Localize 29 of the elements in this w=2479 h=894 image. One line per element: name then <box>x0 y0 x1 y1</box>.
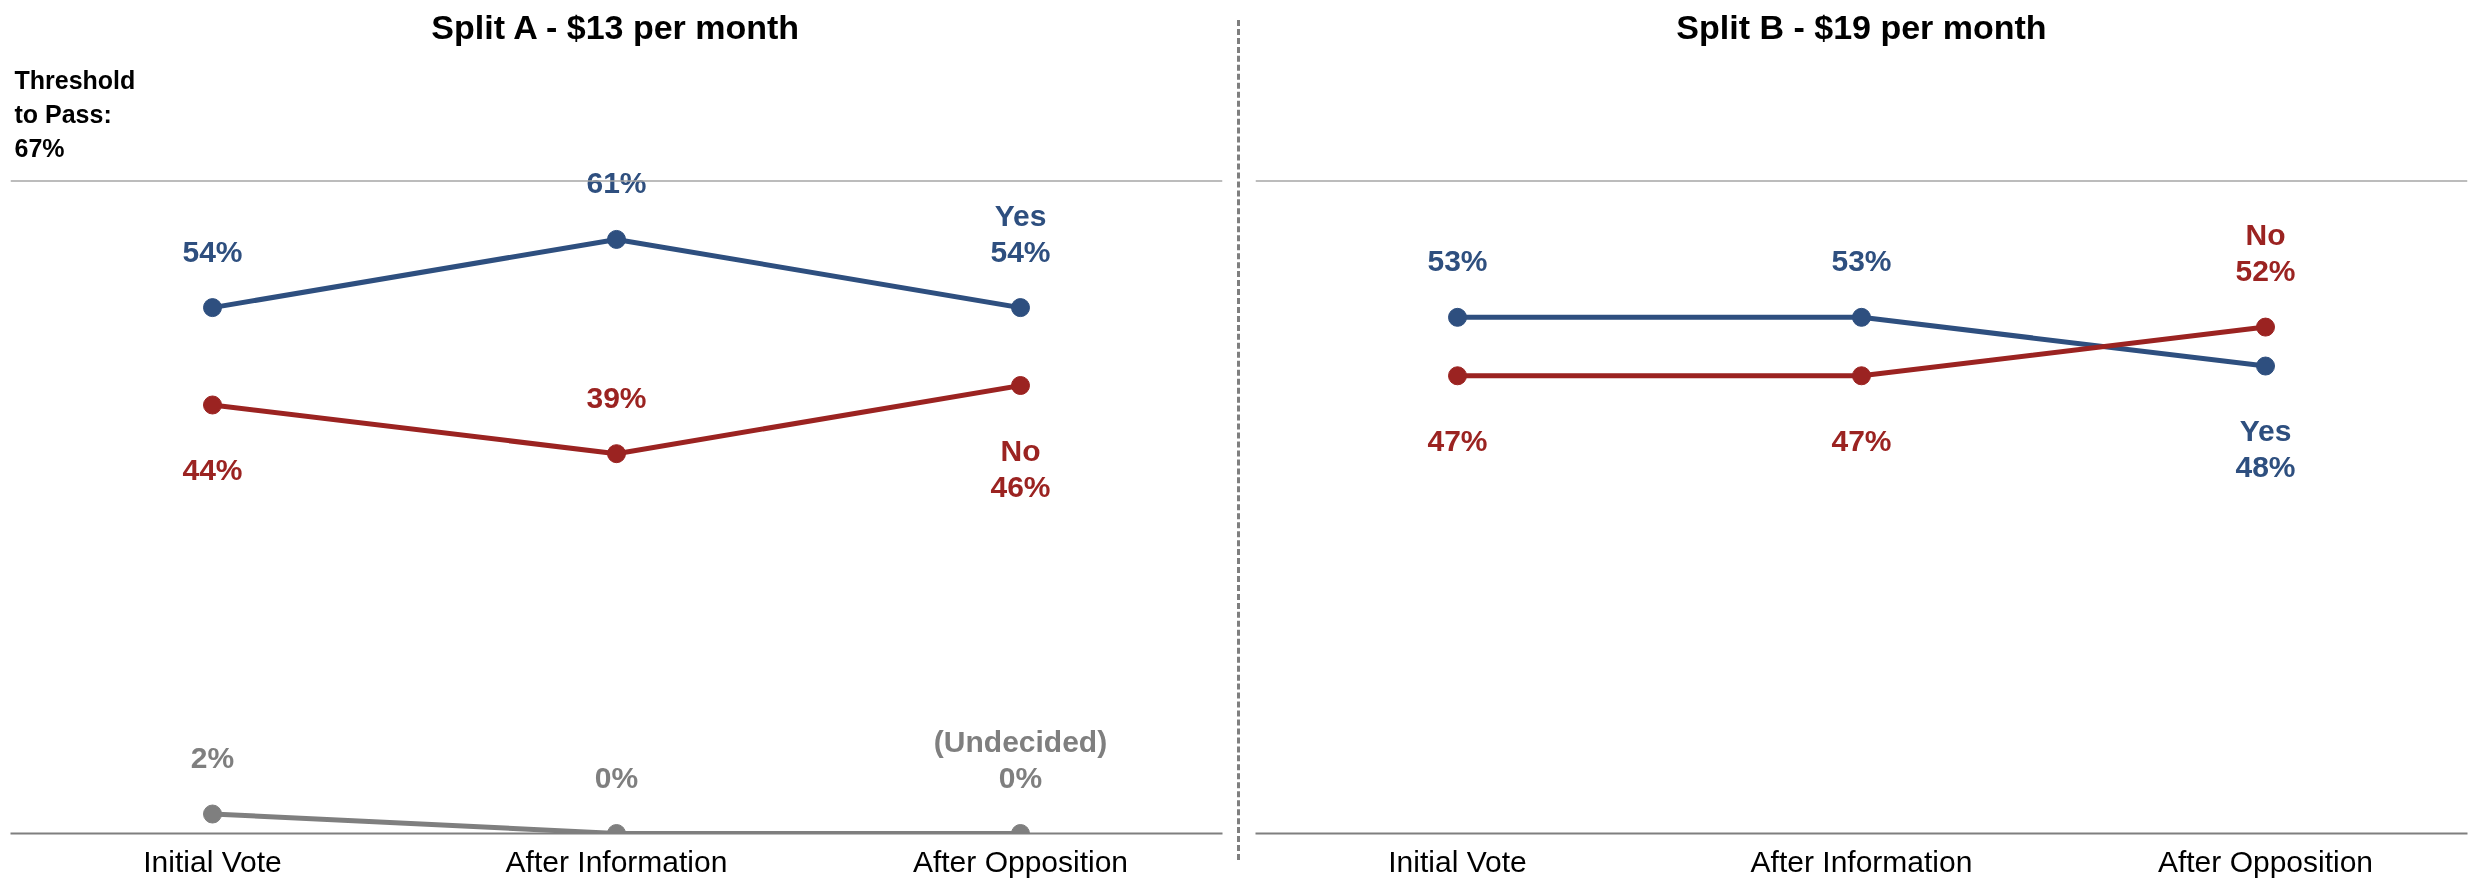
data-label: 39% <box>586 380 647 414</box>
text: Yes <box>994 198 1047 232</box>
data-label: 47% <box>1427 423 1488 457</box>
ref-line-label: Threshold to Pass: 67% <box>14 65 136 162</box>
data-label: 46% <box>990 469 1051 503</box>
data-label: 54% <box>990 234 1051 268</box>
data-label: 61% <box>586 166 647 200</box>
data-label: 54% <box>182 234 243 268</box>
data-label: 2% <box>190 741 235 775</box>
chart-title: Split B - $19 per month <box>1676 7 2047 46</box>
x-tick-label: After Opposition <box>912 844 1129 878</box>
text: (Undecided) <box>933 724 1108 758</box>
x-tick-label: After Opposition <box>2157 844 2374 878</box>
data-label: 47% <box>1831 423 1892 457</box>
series-label: No <box>1000 433 1041 467</box>
data-label: 44% <box>182 452 243 486</box>
x-tick-label: Initial Vote <box>143 844 282 878</box>
series-label: Yes <box>2239 414 2292 448</box>
data-label: 0% <box>594 760 639 794</box>
text: No <box>2245 218 2286 252</box>
data-label: 52% <box>2235 254 2296 288</box>
data-label: 48% <box>2235 450 2296 484</box>
data-label: 53% <box>1427 244 1488 278</box>
x-tick-label: Initial Vote <box>1388 844 1527 878</box>
x-tick-label: After Information <box>1750 844 1973 878</box>
x-tick-label: After Information <box>505 844 728 878</box>
data-label: 53% <box>1831 244 1892 278</box>
chart-title: Split A - $13 per month <box>431 7 800 46</box>
data-label: 0% <box>998 760 1043 794</box>
